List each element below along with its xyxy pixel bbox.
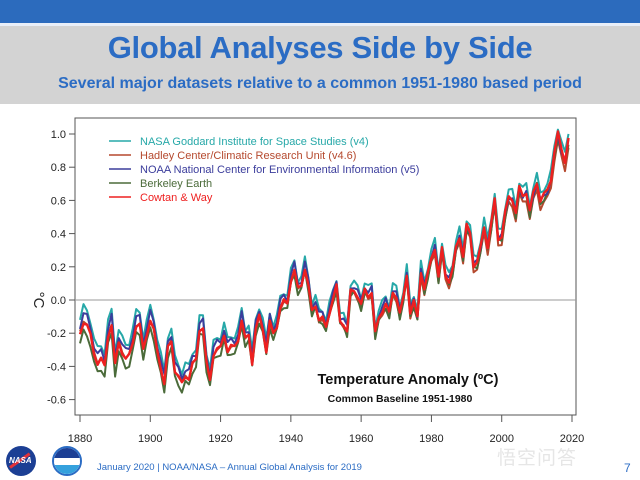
noaa-logo — [52, 446, 82, 476]
x-tick-label: 1980 — [419, 433, 443, 445]
legend-label: Berkeley Earth — [140, 178, 212, 190]
series-layer — [78, 128, 570, 394]
x-tick-label: 1960 — [349, 433, 373, 445]
series-line — [78, 130, 570, 386]
y-tick-label: 0.6 — [51, 195, 66, 207]
y-tick-label: 1.0 — [51, 129, 66, 141]
nasa-logo: NASA — [6, 446, 36, 476]
y-tick-label: -0.4 — [47, 361, 66, 373]
legend: NASA Goddard Institute for Space Studies… — [109, 136, 419, 204]
chart-title: Temperature Anomaly (ºC) — [318, 372, 499, 388]
x-tick-label: 1920 — [208, 433, 232, 445]
y-axis-label: °C — [30, 292, 47, 309]
y-tick-label: -0.2 — [47, 328, 66, 340]
footer-text: January 2020 | NOAA/NASA – Annual Global… — [97, 462, 362, 473]
series-line — [79, 137, 570, 394]
legend-label: Hadley Center/Climatic Research Unit (v4… — [140, 150, 356, 162]
y-tick-label: 0.2 — [51, 262, 66, 274]
top-divider — [0, 23, 640, 26]
series-line — [79, 138, 570, 386]
plot-frame — [74, 117, 577, 416]
chart-subtitle: Common Baseline 1951-1980 — [328, 393, 473, 405]
x-tick-label: 1880 — [68, 433, 92, 445]
watermark: 悟空问答 — [497, 448, 578, 469]
x-tick-label: 2000 — [489, 433, 513, 445]
y-tick-label: 0.0 — [51, 295, 66, 307]
legend-label: Cowtan & Way — [140, 192, 213, 204]
y-tick-label: 0.8 — [51, 162, 66, 174]
legend-label: NOAA National Center for Environmental I… — [140, 164, 419, 176]
title-band — [0, 26, 640, 104]
x-tick-label: 2020 — [560, 433, 584, 445]
x-tick-label: 1940 — [279, 433, 303, 445]
y-axis: -0.6 -0.4 -0.2 0.0 0.2 0.4 0.6 0.8 1.0 — [47, 129, 75, 407]
x-tick-label: 1900 — [138, 433, 162, 445]
slide-subtitle: Several major datasets relative to a com… — [58, 75, 582, 92]
y-tick-label: 0.4 — [51, 229, 66, 241]
page-number: 7 — [624, 461, 631, 475]
legend-label: NASA Goddard Institute for Space Studies… — [140, 136, 369, 148]
slide-title: Global Analyses Side by Side — [107, 30, 533, 65]
x-axis: 1880 1900 1920 1940 1960 1980 2000 2020 — [68, 415, 584, 445]
y-tick-label: -0.6 — [47, 395, 66, 407]
top-bar — [0, 0, 640, 23]
